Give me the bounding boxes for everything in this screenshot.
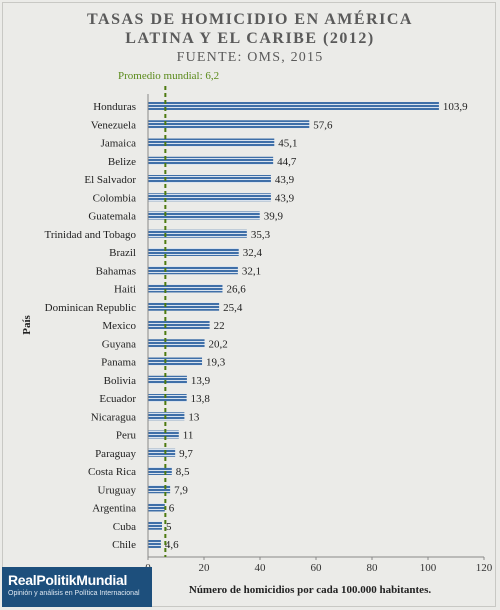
value-label: 39,9 xyxy=(264,211,284,223)
value-label: 22 xyxy=(214,320,225,332)
value-label: 7,9 xyxy=(174,484,188,496)
value-label: 57,6 xyxy=(313,119,333,131)
world-average-label: Promedio mundial: 6,2 xyxy=(118,70,219,82)
bar-argentina xyxy=(148,503,165,512)
bar-mexico xyxy=(148,321,210,329)
value-label: 5 xyxy=(166,521,172,533)
category-label: Bolivia xyxy=(104,375,137,387)
x-tick-label: 20 xyxy=(199,562,211,574)
value-label: 35,3 xyxy=(251,229,271,241)
bar-brazil xyxy=(148,248,239,256)
category-label: Dominican Republic xyxy=(45,302,136,314)
x-tick-label: 60 xyxy=(311,562,323,574)
category-label: Jamaica xyxy=(101,138,137,150)
category-label: Venezuela xyxy=(91,119,136,131)
chart-title-line-2: LATINA Y EL CARIBE (2012) xyxy=(125,30,374,47)
bar-paraguay xyxy=(148,448,176,457)
category-label: Haiti xyxy=(114,284,136,296)
category-label: El Salvador xyxy=(84,174,136,186)
category-label: Honduras xyxy=(93,101,136,113)
value-label: 45,1 xyxy=(278,138,297,150)
category-label: Belize xyxy=(108,156,136,168)
chart-frame xyxy=(2,2,496,607)
category-label: Mexico xyxy=(102,320,136,332)
bar-jamaica xyxy=(148,138,275,147)
category-label: Panama xyxy=(101,357,136,369)
bar-guyana xyxy=(148,339,205,348)
value-label: 19,3 xyxy=(206,357,226,369)
value-label: 44,7 xyxy=(277,156,297,168)
x-tick-label: 120 xyxy=(476,562,493,574)
bar-panama xyxy=(148,357,203,366)
logo-tagline: Opinión y análisis en Política Internaci… xyxy=(8,590,140,597)
category-label: Guatemala xyxy=(88,211,136,223)
bar-peru xyxy=(148,430,179,439)
category-label: Uruguay xyxy=(98,484,137,496)
category-label: Guyana xyxy=(102,338,136,350)
value-label: 4,6 xyxy=(165,539,179,551)
category-label: Chile xyxy=(112,539,136,551)
bar-ecuador xyxy=(148,394,187,402)
x-tick-label: 80 xyxy=(367,562,379,574)
bar-costa-rica xyxy=(148,467,172,475)
bar-dominican-republic xyxy=(148,302,220,311)
bar-honduras xyxy=(148,102,439,110)
category-label: Peru xyxy=(116,430,137,442)
value-label: 103,9 xyxy=(443,101,468,113)
value-label: 11 xyxy=(183,430,194,442)
bar-belize xyxy=(148,156,274,165)
category-label: Colombia xyxy=(93,192,137,204)
realpolitikmundial-logo[interactable]: RealPolitikMundial Opinión y análisis en… xyxy=(2,567,152,607)
chart-subtitle: FUENTE: OMS, 2015 xyxy=(177,50,324,65)
value-label: 25,4 xyxy=(223,302,243,314)
category-label: Nicaragua xyxy=(91,411,136,423)
bar-bahamas xyxy=(148,266,238,275)
bar-haiti xyxy=(148,284,223,293)
value-label: 32,4 xyxy=(243,247,263,259)
x-axis-title: Número de homicidios por cada 100.000 ha… xyxy=(189,584,431,596)
logo-name: RealPolitikMundial xyxy=(8,572,128,588)
value-label: 43,9 xyxy=(275,174,295,186)
x-tick-label: 40 xyxy=(255,562,267,574)
bar-venezuela xyxy=(148,120,310,129)
bar-uruguay xyxy=(148,485,171,494)
value-label: 26,6 xyxy=(226,284,246,296)
category-label: Brazil xyxy=(109,247,136,259)
value-label: 9,7 xyxy=(179,448,193,460)
bar-bolivia xyxy=(148,375,187,384)
category-label: Cuba xyxy=(113,521,136,533)
bar-el-salvador xyxy=(148,175,271,183)
value-label: 20,2 xyxy=(209,338,228,350)
bar-guatemala xyxy=(148,211,260,220)
bar-trinidad-and-tobago xyxy=(148,229,247,238)
value-label: 13 xyxy=(188,411,200,423)
bar-colombia xyxy=(148,193,271,202)
bar-cuba xyxy=(148,521,162,530)
category-label: Trinidad and Tobago xyxy=(44,229,136,241)
value-label: 13,8 xyxy=(191,393,211,405)
x-tick-label: 100 xyxy=(420,562,437,574)
value-label: 13,9 xyxy=(191,375,211,387)
value-label: 32,1 xyxy=(242,265,261,277)
category-label: Costa Rica xyxy=(88,466,136,478)
value-label: 43,9 xyxy=(275,192,295,204)
bar-chile xyxy=(148,540,161,548)
category-label: Bahamas xyxy=(96,265,136,277)
category-label: Ecuador xyxy=(99,393,136,405)
chart-title-line-1: TASAS DE HOMICIDIO EN AMÉRICA xyxy=(87,9,413,28)
y-axis-title: País xyxy=(21,315,33,335)
category-label: Argentina xyxy=(92,503,136,515)
value-label: 6 xyxy=(169,503,175,515)
category-label: Paraguay xyxy=(95,448,136,460)
value-label: 8,5 xyxy=(176,466,190,478)
